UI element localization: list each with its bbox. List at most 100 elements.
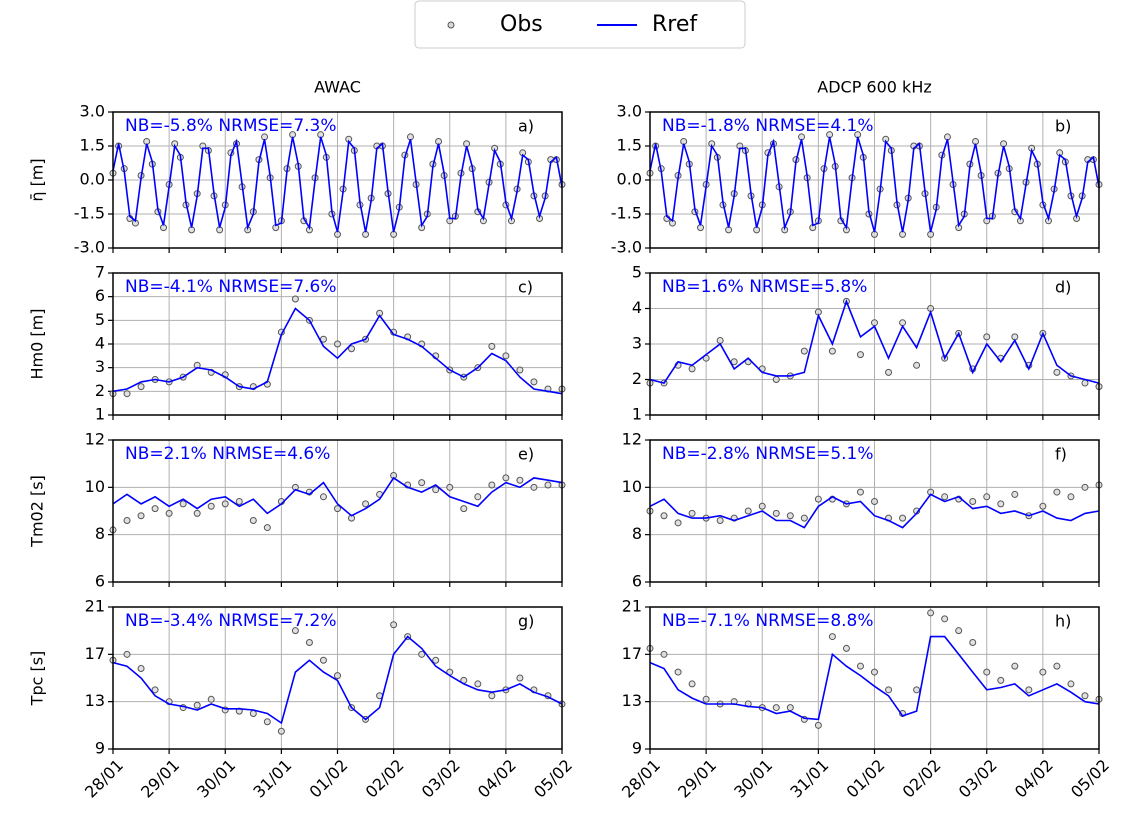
y-tick-label: -1.5 — [74, 204, 105, 223]
y-tick-label: 4 — [95, 334, 105, 353]
obs-point — [165, 509, 173, 517]
obs-point — [941, 493, 949, 501]
obs-point — [1067, 493, 1075, 501]
y-tick-label: 9 — [632, 739, 642, 758]
x-tick-label: 28/01 — [618, 756, 664, 802]
obs-point — [263, 524, 271, 532]
obs-point — [221, 500, 229, 508]
annotation: NB=-2.8% NRMSE=5.1% — [662, 444, 874, 464]
y-tick-label: 21 — [85, 597, 105, 616]
annotation: NB=-5.8% NRMSE=7.3% — [125, 116, 337, 136]
model-line — [649, 299, 1100, 385]
y-axis-label: Tm02 [s] — [28, 475, 47, 548]
obs-point — [730, 358, 738, 366]
obs-point — [160, 224, 168, 232]
obs-point — [488, 342, 496, 350]
annotation: NB=1.6% NRMSE=5.8% — [662, 277, 867, 297]
y-axis-label: Hm0 [m] — [28, 309, 47, 380]
obs-point — [319, 656, 327, 664]
x-tick-label: 01/02 — [842, 756, 888, 802]
obs-point — [390, 621, 398, 629]
y-tick-label: 17 — [622, 644, 642, 663]
obs-point — [530, 483, 538, 491]
panel-label: g) — [518, 612, 534, 631]
legend-label: Rref — [652, 12, 698, 37]
obs-point — [660, 650, 668, 658]
obs-point — [334, 230, 341, 238]
obs-point — [997, 500, 1005, 508]
obs-point — [488, 692, 496, 700]
x-tick-label: 03/02 — [955, 756, 1001, 802]
x-tick-label: 29/01 — [674, 756, 720, 802]
model-line — [649, 136, 1100, 233]
obs-point — [460, 505, 468, 513]
obs-point — [516, 476, 524, 484]
obs-point — [983, 493, 991, 501]
obs-point — [871, 498, 878, 506]
obs-point — [474, 680, 482, 688]
obs-point — [305, 639, 313, 646]
obs-point — [291, 295, 299, 303]
obs-point — [432, 656, 440, 664]
legend-label: Obs — [500, 12, 543, 37]
model-line — [112, 635, 563, 725]
obs-point — [137, 665, 145, 673]
x-tick-label: 29/01 — [137, 756, 183, 802]
obs-point — [969, 498, 977, 506]
obs-point — [842, 644, 850, 652]
obs-point — [193, 509, 201, 517]
legend-box — [414, 0, 746, 49]
y-tick-label: 3 — [95, 357, 105, 376]
obs-point — [800, 514, 808, 522]
obs-point — [1053, 368, 1061, 376]
obs-point — [1081, 483, 1089, 491]
y-tick-label: 1.5 — [617, 136, 642, 155]
obs-point — [828, 633, 836, 641]
x-tick-label: 30/01 — [730, 756, 776, 802]
y-tick-label: 5 — [632, 263, 642, 282]
obs-point — [772, 376, 780, 383]
obs-point — [814, 721, 822, 729]
column-title: AWAC — [314, 78, 361, 97]
obs-point — [856, 351, 864, 359]
obs-point — [786, 704, 794, 712]
y-tick-label: 1 — [632, 405, 642, 424]
y-tick-label: 5 — [95, 310, 105, 329]
axes-frame — [112, 111, 563, 249]
panel-label: a) — [518, 117, 534, 136]
obs-point — [856, 662, 864, 670]
model-line — [649, 493, 1100, 529]
y-tick-label: 2 — [95, 381, 105, 400]
obs-point — [772, 704, 780, 712]
obs-point — [502, 474, 510, 482]
column-title: ADCP 600 kHz — [817, 78, 932, 97]
obs-point — [927, 230, 935, 238]
obs-point — [123, 650, 131, 658]
obs-point — [969, 639, 977, 646]
x-tick-label: 04/02 — [1011, 756, 1057, 802]
y-tick-label: 10 — [622, 477, 642, 496]
obs-point — [758, 502, 766, 510]
obs-point — [1053, 488, 1061, 496]
x-tick-label: 01/02 — [305, 756, 351, 802]
obs-point — [899, 230, 907, 238]
axes-frame — [112, 272, 563, 416]
obs-point — [123, 516, 131, 524]
y-tick-label: 4 — [632, 298, 642, 317]
obs-point — [997, 676, 1005, 684]
axes-frame — [112, 439, 563, 583]
obs-point — [983, 668, 991, 676]
obs-point — [334, 505, 341, 513]
obs-point — [137, 512, 145, 520]
obs-point — [1067, 680, 1075, 688]
legend-marker — [447, 21, 455, 29]
y-tick-label: 3.0 — [80, 102, 105, 121]
obs-point — [249, 516, 257, 524]
obs-point — [885, 368, 893, 376]
obs-point — [418, 650, 426, 658]
x-tick-label: 28/01 — [81, 756, 127, 802]
axes-frame — [649, 439, 1100, 583]
y-tick-label: 12 — [622, 430, 642, 449]
obs-point — [1011, 490, 1019, 498]
obs-point — [362, 500, 370, 508]
